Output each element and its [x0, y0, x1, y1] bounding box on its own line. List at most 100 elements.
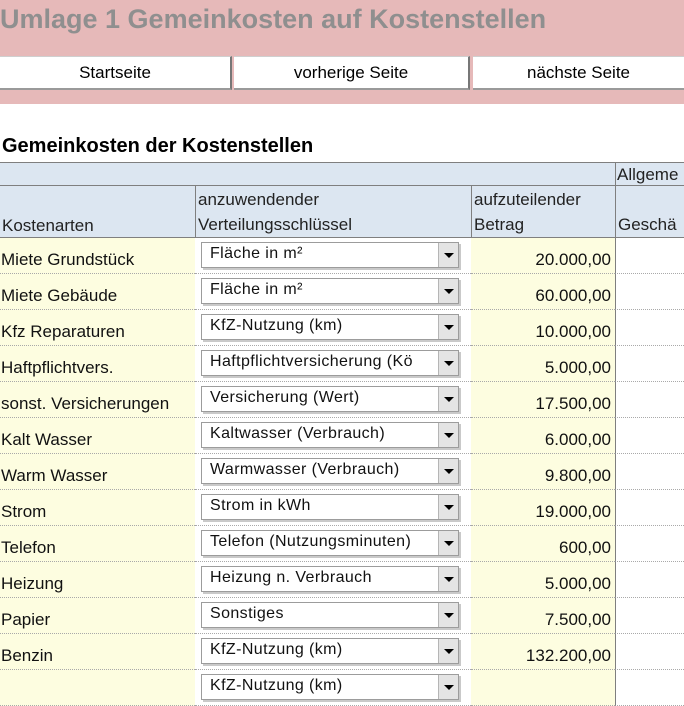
- distribution-key-value: Haftpflichtversicherung (Kö: [210, 353, 413, 370]
- amount-cell[interactable]: 6.000,00: [471, 418, 615, 454]
- distribution-key-dropdown[interactable]: KfZ-Nutzung (km): [201, 638, 459, 664]
- allocation-cell[interactable]: [615, 238, 684, 274]
- dropdown-arrow-icon[interactable]: [438, 531, 458, 555]
- dropdown-arrow-icon[interactable]: [438, 675, 458, 699]
- distribution-key-value: Sonstiges: [210, 605, 284, 622]
- amount-value: 600,00: [559, 538, 611, 557]
- amount-cell[interactable]: 132.200,00: [471, 634, 615, 670]
- distribution-key-dropdown[interactable]: KfZ-Nutzung (km): [201, 314, 459, 340]
- header-kostenarten: Kostenarten: [0, 186, 195, 238]
- amount-value: 20.000,00: [535, 250, 611, 269]
- cost-type-cell: Benzin: [0, 634, 195, 670]
- distribution-key-dropdown[interactable]: Telefon (Nutzungsminuten): [201, 530, 459, 556]
- dropdown-arrow-icon[interactable]: [438, 279, 458, 303]
- amount-cell[interactable]: 20.000,00: [471, 238, 615, 274]
- dropdown-arrow-icon[interactable]: [438, 459, 458, 483]
- dropdown-arrow-icon[interactable]: [438, 603, 458, 627]
- distribution-key-value: KfZ-Nutzung (km): [210, 641, 343, 658]
- allocation-cell[interactable]: [615, 274, 684, 310]
- cost-type-label: Papier: [1, 610, 51, 629]
- dropdown-arrow-icon[interactable]: [438, 639, 458, 663]
- start-page-button[interactable]: Startseite: [0, 56, 232, 90]
- next-page-button[interactable]: nächste Seite: [473, 56, 684, 90]
- dropdown-arrow-icon[interactable]: [438, 351, 458, 375]
- cost-type-label: Miete Grundstück: [1, 250, 135, 269]
- cost-type-cell: Strom: [0, 490, 195, 526]
- distribution-key-cell: KfZ-Nutzung (km): [195, 310, 471, 346]
- distribution-key-cell: Versicherung (Wert): [195, 382, 471, 418]
- cost-type-label: Warm Wasser: [1, 466, 108, 485]
- allocation-cell[interactable]: [615, 418, 684, 454]
- amount-cell[interactable]: 5.000,00: [471, 562, 615, 598]
- allocation-cell[interactable]: [615, 310, 684, 346]
- table-row: Kalt Wasser Kaltwasser (Verbrauch) 6.000,0…: [0, 418, 684, 454]
- amount-cell[interactable]: 10.000,00: [471, 310, 615, 346]
- amount-value: 5.000,00: [544, 574, 611, 593]
- allocation-cell[interactable]: [615, 382, 684, 418]
- distribution-key-cell: Fläche in m²: [195, 238, 471, 274]
- table-row: Benzin KfZ-Nutzung (km) 132.200,00: [0, 634, 684, 670]
- allocation-cell[interactable]: [615, 454, 684, 490]
- amount-cell[interactable]: 19.000,00: [471, 490, 615, 526]
- distribution-key-dropdown[interactable]: Heizung n. Verbrauch: [201, 566, 459, 592]
- distribution-key-cell: Sonstiges: [195, 598, 471, 634]
- amount-cell[interactable]: 7.500,00: [471, 598, 615, 634]
- distribution-key-dropdown[interactable]: Sonstiges: [201, 602, 459, 628]
- header-verteilungsschluessel: anzuwendender Verteilungsschlüssel: [195, 186, 471, 238]
- dropdown-arrow-icon[interactable]: [438, 243, 458, 267]
- distribution-key-cell: Telefon (Nutzungsminuten): [195, 526, 471, 562]
- distribution-key-dropdown[interactable]: Fläche in m²: [201, 242, 459, 268]
- cost-type-label: Strom: [1, 502, 47, 521]
- distribution-key-cell: Kaltwasser (Verbrauch): [195, 418, 471, 454]
- previous-page-button[interactable]: vorherige Seite: [234, 56, 470, 90]
- cost-type-label: Heizung: [1, 574, 64, 593]
- distribution-key-dropdown[interactable]: KfZ-Nutzung (km): [201, 674, 459, 700]
- allocation-cell[interactable]: [615, 562, 684, 598]
- dropdown-arrow-icon[interactable]: [438, 567, 458, 591]
- allocation-cell[interactable]: [615, 598, 684, 634]
- group-header-row: Allgeme: [0, 162, 684, 186]
- distribution-key-value: Heizung n. Verbrauch: [210, 569, 372, 586]
- distribution-key-value: Telefon (Nutzungsminuten): [210, 533, 412, 550]
- amount-cell[interactable]: 17.500,00: [471, 382, 615, 418]
- allocation-cell[interactable]: [615, 526, 684, 562]
- header-betrag: aufzuteilender Betrag: [471, 186, 615, 238]
- amount-value: 60.000,00: [535, 286, 611, 305]
- distribution-key-dropdown[interactable]: Kaltwasser (Verbrauch): [201, 422, 459, 448]
- amount-value: 19.000,00: [535, 502, 611, 521]
- dropdown-arrow-icon[interactable]: [438, 423, 458, 447]
- allocation-cell[interactable]: [615, 490, 684, 526]
- distribution-key-value: Warmwasser (Verbrauch): [210, 461, 400, 478]
- distribution-key-dropdown[interactable]: Versicherung (Wert): [201, 386, 459, 412]
- dropdown-arrow-icon[interactable]: [438, 387, 458, 411]
- allocation-cell[interactable]: [615, 346, 684, 382]
- cost-type-cell: sonst. Versicherungen: [0, 382, 195, 418]
- header-key-line2: Verteilungsschlüssel: [198, 215, 353, 234]
- header-amount-line1: aufzuteilender: [474, 190, 581, 209]
- header-amount-line2: Betrag: [474, 215, 525, 234]
- header-extra-label: Geschä: [618, 215, 677, 234]
- distribution-key-cell: Fläche in m²: [195, 274, 471, 310]
- distribution-key-value: KfZ-Nutzung (km): [210, 317, 343, 334]
- distribution-key-dropdown[interactable]: Haftpflichtversicherung (Kö: [201, 350, 459, 376]
- cost-type-label: Kfz Reparaturen: [1, 322, 125, 341]
- distribution-key-dropdown[interactable]: Fläche in m²: [201, 278, 459, 304]
- table-row: KfZ-Nutzung (km): [0, 670, 684, 706]
- dropdown-arrow-icon[interactable]: [438, 315, 458, 339]
- amount-cell[interactable]: 5.000,00: [471, 346, 615, 382]
- title-band: [0, 0, 684, 48]
- cost-type-label: Kalt Wasser: [1, 430, 93, 449]
- amount-cell[interactable]: 60.000,00: [471, 274, 615, 310]
- allocation-cell[interactable]: [615, 634, 684, 670]
- amount-cell[interactable]: [471, 670, 615, 706]
- distribution-key-dropdown[interactable]: Warmwasser (Verbrauch): [201, 458, 459, 484]
- distribution-key-dropdown[interactable]: Strom in kWh: [201, 494, 459, 520]
- cost-type-cell: Kalt Wasser: [0, 418, 195, 454]
- dropdown-arrow-icon[interactable]: [438, 495, 458, 519]
- amount-cell[interactable]: 600,00: [471, 526, 615, 562]
- table-row: sonst. Versicherungen Versicherung (Wert)…: [0, 382, 684, 418]
- allocation-cell[interactable]: [615, 670, 684, 706]
- distribution-key-cell: Haftpflichtversicherung (Kö: [195, 346, 471, 382]
- amount-cell[interactable]: 9.800,00: [471, 454, 615, 490]
- cost-type-cell: Telefon: [0, 526, 195, 562]
